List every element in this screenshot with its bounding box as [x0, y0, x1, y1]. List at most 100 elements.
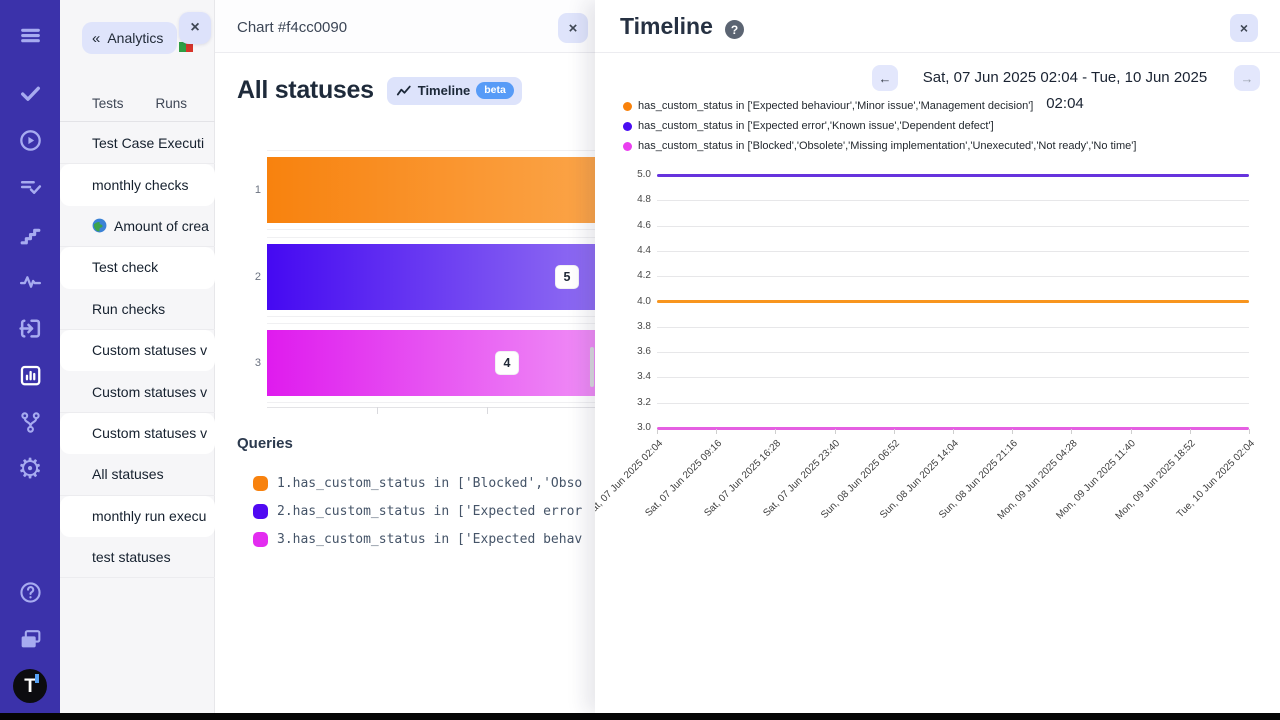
bar-value-label: 4 — [496, 352, 518, 374]
bar-row — [267, 323, 595, 403]
legend-row: has_custom_status in ['Expected error','… — [623, 116, 1136, 136]
queries-title: Queries — [237, 435, 293, 452]
scrollbar-thumb[interactable] — [590, 347, 594, 387]
series-line — [657, 300, 1249, 303]
close-icon: × — [190, 19, 200, 36]
chart-panel-title: Chart #f4cc0090 — [237, 19, 348, 36]
gridline — [657, 200, 1249, 202]
branch-icon[interactable] — [11, 403, 49, 441]
sidebar-item[interactable]: Custom statuses v — [60, 412, 215, 455]
sidebar-item-label: test statuses — [92, 549, 171, 566]
sidebar-item[interactable]: Test Case Executi — [60, 123, 215, 165]
query-row: 1.has_custom_status in ['Blocked','Obso — [215, 469, 595, 497]
x-axis-tick — [1130, 429, 1132, 434]
sidebar-tabs: Tests Runs — [60, 86, 215, 122]
beta-pill: beta — [476, 82, 514, 99]
globe-icon — [92, 218, 107, 233]
bar-axis-tick — [487, 407, 488, 414]
sidebar-item[interactable]: All statuses — [60, 454, 215, 496]
y-axis-tick-label: 3.2 — [637, 396, 651, 408]
bar[interactable] — [267, 157, 595, 223]
timeline-plot — [657, 173, 1249, 430]
legend-text: has_custom_status in ['Expected behaviou… — [638, 100, 1034, 112]
timeline-title: Timeline — [620, 13, 713, 39]
help-icon[interactable] — [11, 573, 49, 611]
chart-title-row: All statuses Timeline beta — [237, 76, 522, 105]
y-axis-tick-label: 3.8 — [637, 320, 651, 332]
sidebar-item[interactable]: Amount of crea — [60, 206, 215, 248]
analytics-back-label: Analytics — [107, 30, 164, 46]
query-row: 2.has_custom_status in ['Expected error — [215, 497, 595, 525]
check-icon[interactable] — [11, 74, 49, 112]
legend-row: has_custom_status in ['Expected behaviou… — [623, 96, 1136, 116]
timeline-panel-header — [595, 0, 1280, 53]
sidebar-item[interactable]: Run checks — [60, 289, 215, 330]
query-row: 3.has_custom_status in ['Expected behav — [215, 525, 595, 553]
bottom-strip — [0, 713, 1280, 720]
sidebar-close-button[interactable]: × — [179, 12, 211, 44]
tab-runs[interactable]: Runs — [155, 96, 188, 111]
sidebar-list: Test Case Executi monthly checks Amount of… — [60, 123, 215, 579]
y-axis-tick-label: 4.8 — [637, 194, 651, 206]
chart-panel-header: Chart #f4cc0090 × — [215, 0, 595, 53]
steps-icon[interactable] — [11, 215, 49, 253]
sidebar-item[interactable]: monthly run execu — [60, 495, 215, 537]
date-range: Sat, 07 Jun 2025 02:04 - Tue, 10 Jun 202… — [922, 69, 1208, 112]
gear-icon[interactable]: ⚙ — [17, 453, 43, 484]
trend-line-icon — [396, 85, 411, 95]
gridline — [657, 326, 1249, 328]
y-axis-tick-label: 5.0 — [637, 169, 651, 180]
series-line — [657, 173, 1249, 177]
folders-icon[interactable] — [11, 620, 49, 658]
play-icon[interactable] — [11, 121, 49, 159]
bar-row — [267, 237, 595, 317]
y-axis-tick-label: 4.0 — [637, 295, 651, 307]
sidebar-item[interactable]: Test check — [60, 247, 215, 289]
sidebar-item[interactable]: Custom statuses v — [60, 371, 215, 413]
bar[interactable] — [267, 330, 595, 396]
page-title: All statuses — [237, 76, 374, 104]
x-axis-tick — [893, 429, 895, 434]
date-next-button[interactable]: → — [1234, 65, 1260, 91]
sidebar-item[interactable]: monthly checks — [60, 164, 215, 206]
timeline-close-button[interactable]: × — [1230, 14, 1258, 42]
sidebar-item[interactable]: Custom statuses v — [60, 329, 215, 372]
gridline — [657, 225, 1249, 227]
rail-bottom-icons: T — [0, 573, 60, 713]
bar-chart-axis — [267, 407, 595, 408]
list-check-icon[interactable] — [11, 168, 49, 206]
pulse-icon[interactable] — [11, 262, 49, 300]
sidebar-item-label: Amount of crea — [114, 217, 209, 234]
sidebar-item-label: monthly checks — [92, 176, 189, 193]
x-axis: Sat, 07 Jun 2025 02:04 Sat, 07 Jun 2025 0… — [595, 429, 1257, 539]
y-axis-tick-label: 3.4 — [637, 371, 651, 383]
y-axis-tick-label: 4.6 — [637, 219, 651, 231]
legend-text: has_custom_status in ['Expected error','… — [638, 120, 994, 132]
legend-text: has_custom_status in ['Blocked','Obsolet… — [638, 140, 1137, 152]
bar-chart-icon[interactable] — [11, 356, 49, 394]
bar-axis-tick — [377, 407, 378, 414]
bar-category-label: 2 — [254, 271, 261, 283]
tab-tests[interactable]: Tests — [92, 96, 124, 111]
menu-icon[interactable] — [11, 16, 49, 54]
query-color-swatch — [253, 503, 268, 519]
legend-dot — [623, 121, 632, 131]
bar[interactable] — [267, 244, 595, 310]
timeline-beta-badge[interactable]: Timeline beta — [386, 76, 522, 105]
arrow-right-icon: → — [1240, 70, 1254, 86]
chart-panel-close-button[interactable]: × — [558, 13, 588, 43]
sidebar-item[interactable]: test statuses — [60, 537, 215, 579]
close-icon: × — [568, 19, 578, 37]
sidebar-item-label: Custom statuses v — [92, 383, 208, 400]
analytics-sidebar: « Analytics × Tests Runs Test Case Execut… — [60, 0, 215, 713]
logo-t-icon[interactable]: T — [11, 667, 49, 705]
enter-icon[interactable] — [11, 309, 49, 347]
query-text: 2.has_custom_status in ['Expected error — [277, 503, 583, 519]
help-icon[interactable]: ? — [725, 20, 744, 39]
bar-category-label: 3 — [254, 357, 261, 369]
date-prev-button[interactable]: ← — [872, 65, 898, 91]
bar-value-label: 5 — [556, 266, 578, 288]
analytics-back-button[interactable]: « Analytics — [82, 22, 178, 54]
sidebar-item-label: monthly run execu — [92, 507, 207, 524]
timeline-panel: Timeline ? × ← Sat, 07 Jun 2025 02:04 - … — [595, 0, 1280, 713]
